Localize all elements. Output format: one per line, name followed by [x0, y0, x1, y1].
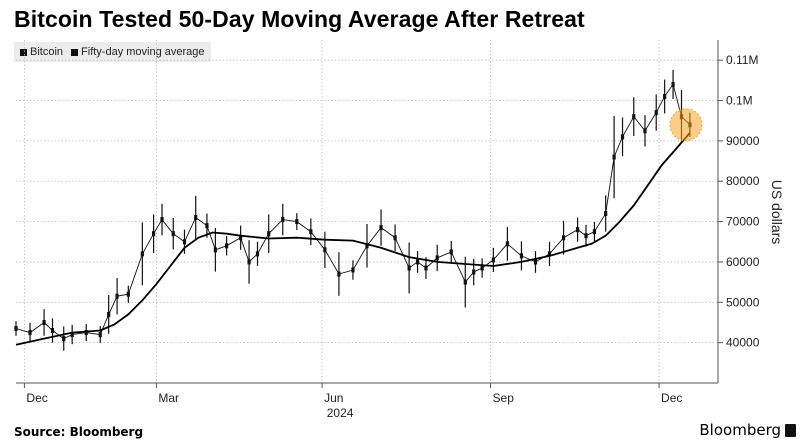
- bitcoin-point-42: [505, 241, 509, 247]
- bitcoin-point-32: [393, 235, 397, 241]
- moving-average-line: [15, 132, 691, 346]
- bitcoin-point-7: [98, 332, 102, 338]
- bitcoin-point-10: [126, 291, 130, 297]
- bitcoin-point-15: [182, 239, 187, 245]
- bitcoin-point-2: [42, 319, 46, 325]
- bitcoin-point-49: [592, 229, 597, 235]
- bitcoin-point-4: [62, 336, 66, 342]
- x-tick-label-1: Mar: [158, 391, 179, 405]
- bitcoin-point-23: [267, 231, 271, 237]
- legend-label-moving-average: Fifty-day moving average: [81, 46, 205, 58]
- legend-item-moving-average: Fifty-day moving average: [71, 46, 205, 58]
- bitcoin-point-44: [533, 259, 538, 265]
- bitcoin-point-17: [205, 223, 209, 229]
- bitcoin-close-line: [15, 83, 691, 340]
- bitcoin-point-25: [295, 219, 299, 225]
- bitcoin-point-1: [28, 330, 32, 336]
- legend-swatch-bitcoin: [20, 48, 27, 56]
- legend-swatch-moving-average: [71, 48, 79, 56]
- y-axis: 40000 50000 60000 70000 80000 90000 0.1M 0.11M U…: [717, 40, 785, 383]
- bitcoin-point-35: [424, 265, 428, 271]
- bitcoin-point-48: [584, 233, 588, 239]
- bitcoin-point-34: [415, 259, 420, 265]
- y-tick-label-7: 0.11M: [726, 53, 758, 67]
- bitcoin-point-0: [14, 326, 18, 332]
- x-axis: Dec Mar Jun Sep Dec 2024: [16, 382, 718, 420]
- y-tick-label-3: 70000: [726, 215, 760, 229]
- bitcoin-point-36: [435, 255, 439, 261]
- source-note: Source: Bloomberg: [14, 425, 144, 439]
- bitcoin-point-55: [654, 110, 658, 116]
- legend-label-bitcoin: Bitcoin: [30, 46, 64, 58]
- x-tick-label-3: Sep: [493, 391, 515, 405]
- bitcoin-point-12: [151, 231, 156, 237]
- bitcoin-point-56: [663, 93, 667, 99]
- chart-title: Bitcoin Tested 50-Day Moving Average Aft…: [14, 6, 585, 32]
- series: [14, 69, 692, 351]
- bitcoin-point-27: [323, 247, 327, 253]
- y-tick-label-6: 0.1M: [726, 94, 753, 108]
- x-tick-label-2: Jun: [324, 391, 343, 405]
- highlight: [669, 108, 703, 142]
- highlight-circle: [669, 108, 703, 142]
- bitcoin-point-21: [247, 259, 251, 265]
- bitcoin-point-51: [612, 154, 616, 160]
- bitcoin-point-43: [519, 253, 524, 259]
- bitcoin-point-52: [620, 134, 625, 140]
- grid: [16, 40, 718, 383]
- bitcoin-point-19: [225, 243, 229, 249]
- bloomberg-logo-icon: [785, 423, 796, 437]
- legend-item-bitcoin: Bitcoin: [20, 46, 63, 58]
- bitcoin-point-13: [160, 217, 164, 223]
- y-axis-title: US dollars: [769, 180, 785, 245]
- bitcoin-point-9: [115, 293, 119, 299]
- y-tick-label-0: 40000: [726, 336, 760, 350]
- brand-name: Bloomberg: [699, 421, 781, 439]
- bitcoin-point-57: [671, 81, 675, 87]
- bitcoin-point-54: [643, 128, 647, 134]
- bitcoin-point-50: [604, 211, 608, 217]
- bitcoin-point-47: [576, 227, 580, 233]
- bitcoin-point-46: [561, 235, 566, 241]
- brand-mark: Bloomberg: [699, 421, 796, 439]
- bitcoin-point-45: [547, 251, 552, 257]
- y-tick-label-1: 50000: [726, 295, 760, 309]
- bitcoin-point-33: [407, 265, 411, 271]
- bitcoin-point-8: [107, 311, 111, 317]
- x-tick-label-4: Dec: [661, 391, 682, 405]
- bitcoin-point-11: [140, 251, 144, 257]
- x-tick-label-0: Dec: [26, 391, 47, 405]
- bitcoin-point-40: [480, 265, 484, 271]
- bitcoin-point-3: [50, 328, 55, 334]
- bitcoin-point-22: [255, 251, 260, 257]
- bitcoin-point-38: [463, 279, 467, 285]
- bitcoin-point-31: [379, 225, 383, 231]
- bitcoin-point-14: [171, 231, 175, 237]
- bitcoin-point-53: [632, 114, 636, 120]
- bitcoin-point-16: [194, 215, 198, 221]
- bitcoin-point-29: [351, 267, 355, 273]
- bitcoin-point-24: [281, 217, 285, 223]
- x-year-label: 2024: [327, 406, 354, 420]
- chart-legend: Bitcoin Fifty-day moving average: [14, 42, 211, 62]
- bitcoin-point-30: [365, 243, 369, 249]
- y-tick-label-5: 90000: [726, 134, 760, 148]
- bitcoin-point-6: [84, 330, 88, 336]
- bitcoin-point-5: [70, 332, 74, 338]
- y-tick-label-2: 60000: [726, 255, 760, 269]
- bitcoin-point-20: [239, 235, 243, 241]
- bitcoin-point-28: [337, 271, 341, 277]
- y-tick-label-4: 80000: [726, 174, 760, 188]
- bitcoin-point-37: [449, 249, 453, 255]
- bitcoin-point-18: [213, 247, 217, 253]
- bitcoin-point-39: [472, 269, 476, 275]
- bitcoin-point-26: [309, 229, 313, 235]
- bitcoin-point-41: [491, 257, 495, 263]
